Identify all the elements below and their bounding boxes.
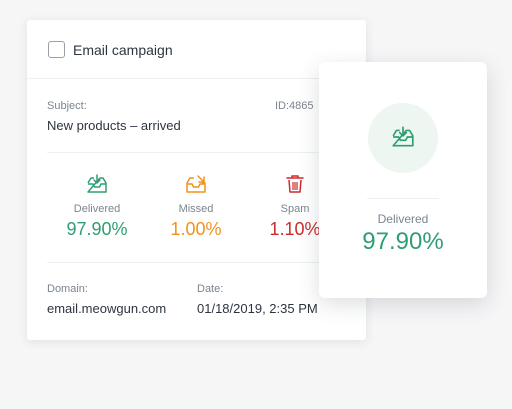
stat-value: 1.10% <box>269 219 321 239</box>
delivered-popup: Delivered 97.90% <box>319 62 487 298</box>
card-header: Email campaign <box>27 20 366 79</box>
stat-label: Spam <box>280 203 310 215</box>
inbox-missed-icon <box>186 175 206 193</box>
domain-label: Domain: <box>47 283 88 295</box>
domain-value: email.meowgun.com <box>47 301 167 316</box>
divider <box>367 198 439 199</box>
popup-label: Delivered <box>377 212 429 226</box>
stat-delivered: Delivered 97.90% <box>47 174 147 240</box>
popup-value: 97.90% <box>362 228 444 255</box>
subject-label: Subject: <box>47 100 87 112</box>
inbox-download-icon <box>392 126 414 147</box>
date-label: Date: <box>197 283 224 295</box>
stat-value: 97.90% <box>66 219 128 239</box>
card-title: Email campaign <box>73 42 173 58</box>
stat-label: Delivered <box>73 203 121 215</box>
icon-circle <box>368 103 438 173</box>
stat-missed: Missed 1.00% <box>146 174 246 240</box>
campaign-id: ID:4865 <box>275 100 314 112</box>
select-checkbox[interactable] <box>48 41 65 58</box>
stat-label: Missed <box>178 203 214 215</box>
divider <box>47 262 346 263</box>
stat-spam: Spam 1.10% <box>245 174 345 240</box>
stat-value: 1.00% <box>170 219 222 239</box>
trash-icon <box>286 175 304 193</box>
date-value: 01/18/2019, 2:35 PM <box>197 301 318 316</box>
email-campaign-card: Email campaign Subject: ID:4865 New prod… <box>27 20 366 340</box>
subject-value: New products – arrived <box>47 118 181 133</box>
divider <box>47 152 346 153</box>
inbox-download-icon <box>87 174 107 193</box>
